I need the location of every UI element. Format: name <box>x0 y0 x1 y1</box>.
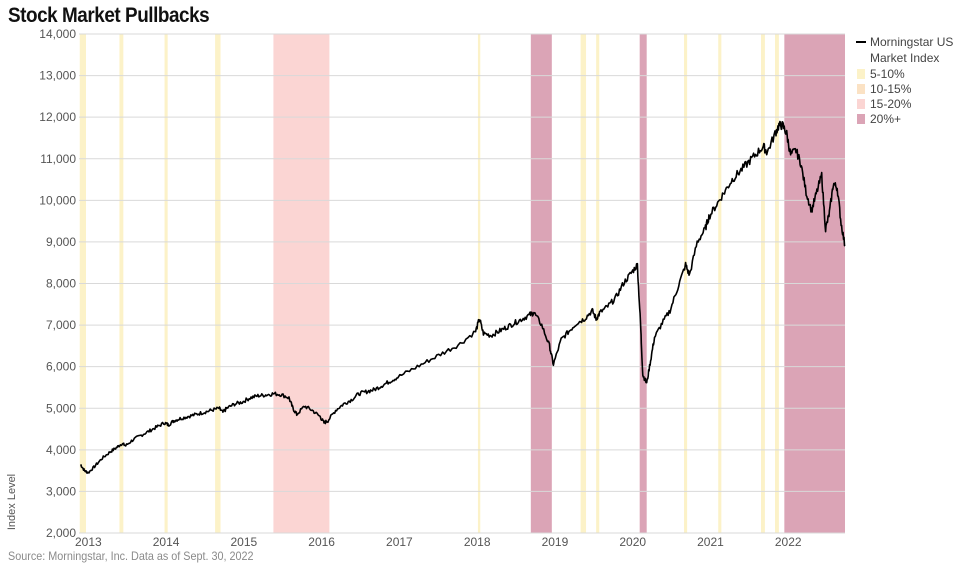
series-line-0 <box>79 120 846 474</box>
x-tick-labels: 2013 2014 2015 2016 2017 2018 2019 2020 2021 2022 <box>75 535 802 549</box>
x-tick-label: 2018 <box>464 535 491 549</box>
legend-swatch-3 <box>857 99 865 109</box>
x-tick-label: 2016 <box>308 535 335 549</box>
x-tick-label: 2017 <box>386 535 413 549</box>
y-tick-label: 6,000 <box>46 360 76 374</box>
legend-swatch-2 <box>857 84 865 94</box>
legend-label-1: 5-10% <box>870 67 905 81</box>
x-tick-label: 2020 <box>619 535 646 549</box>
y-tick-label: 8,000 <box>46 277 76 291</box>
y-tick-label: 12,000 <box>39 110 76 124</box>
legend-swatch-1 <box>857 69 865 79</box>
y-tick-label: 13,000 <box>39 69 76 83</box>
y-tick-label: 11,000 <box>40 152 76 166</box>
x-tick-label: 2021 <box>697 535 724 549</box>
y-tick-label: 5,000 <box>46 401 76 415</box>
x-tick-label: 2019 <box>542 535 569 549</box>
source-note: Source: Morningstar, Inc. Data as of Sep… <box>8 549 254 563</box>
chart-title: Stock Market Pullbacks <box>8 4 210 27</box>
legend-label-4: 20%+ <box>870 112 901 126</box>
y-tick-labels: 2,000 3,000 4,000 5,000 6,000 7,000 8,000 9,000… <box>39 27 76 540</box>
y-tick-label: 10,000 <box>39 193 76 207</box>
x-tick-label: 2015 <box>231 535 258 549</box>
y-tick-label: 4,000 <box>46 443 76 457</box>
legend-label-line2: Market Index <box>870 51 939 65</box>
legend-label-line1: Morningstar US <box>870 35 953 49</box>
y-tick-label: 7,000 <box>46 318 76 332</box>
x-tick-label: 2022 <box>775 535 802 549</box>
series-layer <box>79 120 846 474</box>
y-tick-label: 3,000 <box>46 484 76 498</box>
y-tick-label: 2,000 <box>46 526 76 540</box>
y-tick-label: 14,000 <box>39 27 76 41</box>
y-tick-label: 9,000 <box>46 235 76 249</box>
x-tick-label: 2013 <box>75 535 102 549</box>
gridlines <box>79 33 845 534</box>
legend-label-3: 15-20% <box>870 97 912 111</box>
legend: Morningstar US Market Index 5-10%10-15%15-… <box>856 35 953 126</box>
legend-swatch-4 <box>857 114 865 124</box>
x-tick-label: 2014 <box>153 535 180 549</box>
legend-label-2: 10-15% <box>870 82 912 96</box>
